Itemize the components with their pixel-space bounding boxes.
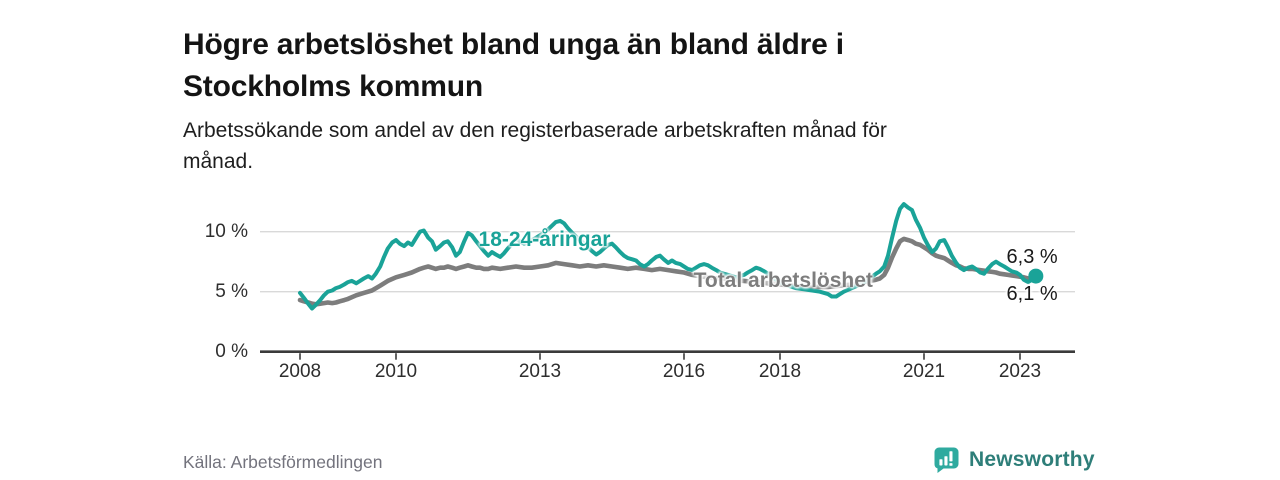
value-label-total: 6,1 % (1006, 282, 1058, 305)
y-tick-label: 5 % (215, 280, 248, 302)
x-tick-label: 2008 (278, 361, 322, 382)
series-label-total: Total arbetslöshet (693, 268, 873, 292)
title-line-1: Högre arbetslöshet bland unga än bland ä… (183, 28, 844, 62)
newsworthy-bar-chart-icon (932, 446, 960, 474)
x-tick-label: 2010 (374, 361, 418, 382)
page-title: Högre arbetslöshet bland unga än bland ä… (183, 24, 1083, 108)
x-tick-label: 2013 (518, 361, 562, 382)
value-label-youth: 6,3 % (1006, 245, 1058, 268)
y-tick-label: 0 % (215, 340, 248, 362)
subtitle-line-1: Arbetssökande som andel av den registerb… (183, 119, 887, 142)
x-tick-label: 2023 (998, 361, 1042, 382)
subtitle-line-2: månad. (183, 150, 254, 173)
source-note: Källa: Arbetsförmedlingen (183, 452, 383, 472)
line-chart: 0 % 5 % 10 % 2008 2010 2013 2016 2018 2021 2023 18… (0, 185, 1280, 400)
youth-line (298, 202, 1038, 311)
chart-subtitle: Arbetssökande som andel av den registerb… (183, 115, 1083, 177)
title-line-2: Stockholms kommun (183, 70, 483, 104)
brand-name: Newsworthy (969, 448, 1095, 471)
total-line (297, 236, 1039, 307)
series-label-youth: 18-24-åringar (478, 228, 611, 252)
x-tick-label: 2016 (662, 361, 706, 382)
chart-svg (260, 202, 1075, 360)
brand-logo: Newsworthy (932, 445, 1095, 475)
latest-value-dot (1028, 268, 1044, 284)
x-tick-label: 2021 (902, 361, 946, 382)
y-tick-label: 10 % (204, 220, 248, 242)
x-tick-label: 2018 (758, 361, 802, 382)
